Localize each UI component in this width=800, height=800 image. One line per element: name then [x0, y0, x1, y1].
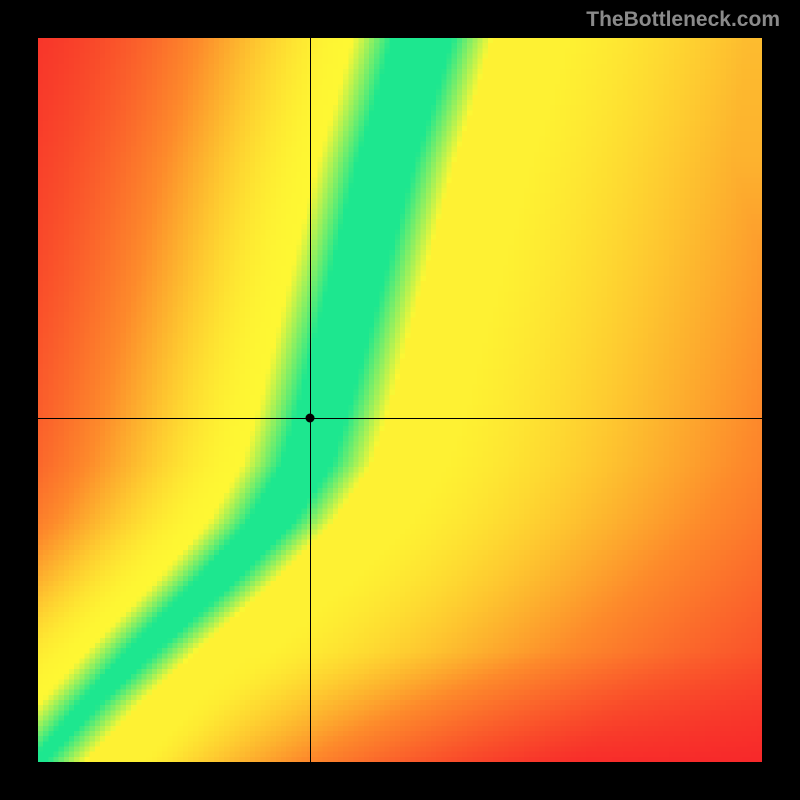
crosshair-dot: [305, 414, 314, 423]
plot-area: [38, 38, 762, 762]
crosshair-vertical-line: [310, 38, 311, 762]
bottleneck-heatmap: [38, 38, 762, 762]
crosshair-horizontal-line: [38, 418, 762, 419]
watermark-text: TheBottleneck.com: [586, 8, 780, 32]
